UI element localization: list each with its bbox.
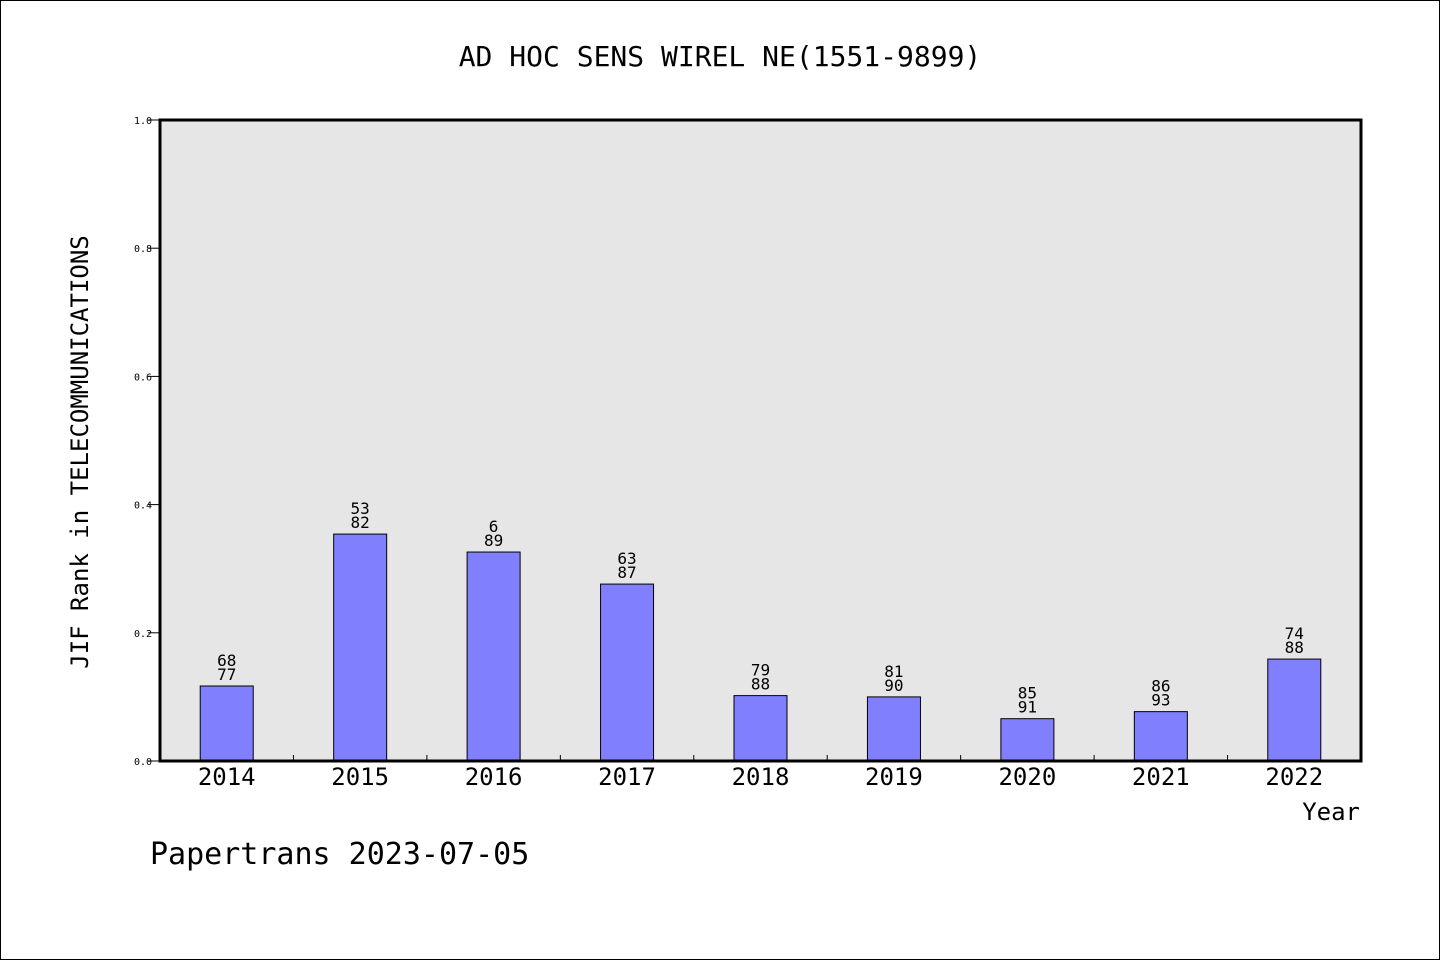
- y-tick-label: 0.2: [134, 629, 152, 640]
- bar-2021: [1133, 711, 1188, 762]
- y-tick-label: 0.8: [134, 244, 152, 255]
- x-tick-label: 2017: [598, 763, 656, 791]
- bar-2014: [199, 685, 254, 762]
- bar-total-label: 89: [484, 531, 503, 550]
- bar-series: [199, 533, 1322, 762]
- y-tick-label: 1.0: [134, 116, 152, 127]
- plot-border: [158, 118, 1363, 763]
- bar-rank-label: 68: [217, 651, 236, 670]
- footer-credit: Papertrans 2023-07-05: [150, 837, 529, 872]
- x-tick-label: 2015: [331, 763, 389, 791]
- chart-title: AD HOC SENS WIREL NE(1551-9899): [459, 40, 982, 73]
- bar-total-label: 93: [1151, 691, 1170, 710]
- x-tick-label: 2016: [465, 763, 523, 791]
- x-axis: 2014 2015 2016 2017 2018 2019 2020 2021 2022: [198, 755, 1323, 791]
- bar-total-label: 91: [1018, 698, 1037, 717]
- bar-rank-label: 86: [1151, 677, 1170, 696]
- x-tick-label: 2022: [1265, 763, 1323, 791]
- bar-rank-label: 74: [1285, 624, 1304, 643]
- bar-2017: [600, 583, 655, 762]
- x-tick-label: 2014: [198, 763, 256, 791]
- x-tick-label: 2021: [1132, 763, 1190, 791]
- bar-total-label: 77: [217, 665, 236, 684]
- y-axis-label: JIF Rank in TELECOMMUNICATIONS: [66, 235, 94, 668]
- y-tick-label: 0.0: [134, 757, 152, 768]
- bar-rank-label: 79: [751, 661, 770, 680]
- x-tick-label: 2020: [998, 763, 1056, 791]
- x-tick-label: 2019: [865, 763, 923, 791]
- y-tick-label: 0.6: [134, 372, 152, 383]
- bar-total-label: 90: [884, 676, 903, 695]
- bar-total-label: 87: [617, 563, 636, 582]
- bar-2016: [466, 551, 521, 762]
- bar-total-label: 88: [751, 675, 770, 694]
- bar-total-label: 88: [1285, 638, 1304, 657]
- bar-2015: [333, 533, 388, 762]
- bar-2020: [1000, 718, 1055, 762]
- bar-2022: [1267, 658, 1322, 762]
- bar-rank-label: 6: [489, 517, 499, 536]
- x-tick-label: 2018: [732, 763, 790, 791]
- bar-rank-label: 81: [884, 662, 903, 681]
- bar-total-label: 82: [351, 513, 370, 532]
- bar-2019: [866, 696, 921, 762]
- x-axis-label: Year: [1302, 798, 1360, 826]
- bar-rank-label: 53: [351, 499, 370, 518]
- bar-2018: [733, 695, 788, 762]
- bar-rank-label: 63: [617, 549, 636, 568]
- y-axis: 0.0 0.2 0.4 0.6 0.8 1.0: [134, 116, 160, 768]
- bar-rank-label: 85: [1018, 684, 1037, 703]
- y-tick-label: 0.4: [134, 501, 152, 512]
